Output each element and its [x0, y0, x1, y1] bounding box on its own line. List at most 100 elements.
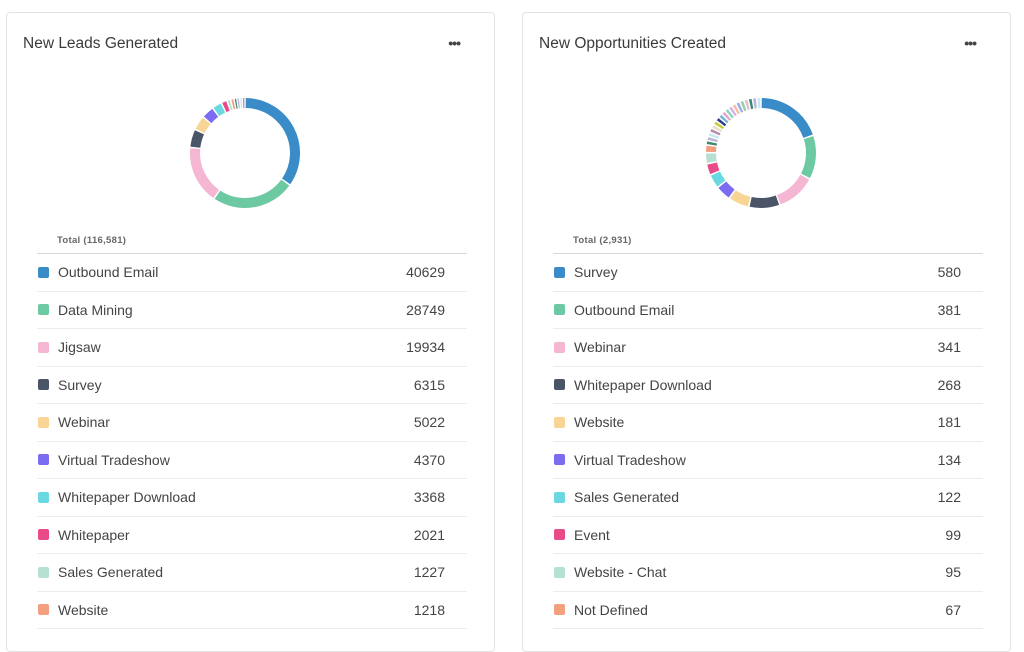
donut-segment-survey[interactable]: [762, 103, 808, 136]
donut-segment-other[interactable]: [721, 121, 723, 123]
donut-segment-jigsaw[interactable]: [195, 149, 216, 194]
color-swatch: [38, 567, 49, 578]
donut-segment-website-chat[interactable]: [711, 153, 712, 162]
item-label: Website: [574, 414, 624, 430]
donut-segment-survey[interactable]: [195, 132, 199, 147]
donut-segment-other[interactable]: [715, 131, 716, 133]
color-swatch: [554, 604, 565, 615]
list-item[interactable]: Website 1218: [37, 592, 467, 630]
list-item[interactable]: Event 99: [553, 517, 983, 555]
color-swatch: [38, 454, 49, 465]
item-label: Jigsaw: [58, 339, 101, 355]
list-item[interactable]: Not Defined 67: [553, 592, 983, 630]
color-swatch: [554, 342, 565, 353]
item-value: 341: [938, 339, 961, 355]
total-label: Total (116,581): [57, 235, 126, 246]
donut-segment-website[interactable]: [733, 194, 749, 201]
color-swatch: [38, 267, 49, 278]
donut-segment-whitepaper[interactable]: [224, 106, 228, 107]
donut-segment-other[interactable]: [739, 107, 741, 108]
donut-segment-other[interactable]: [735, 109, 737, 110]
list-item[interactable]: Survey 580: [553, 254, 983, 292]
item-value: 381: [938, 302, 961, 318]
more-options-icon[interactable]: •••: [448, 35, 460, 51]
donut-segment-other[interactable]: [726, 116, 728, 118]
list-item[interactable]: Whitepaper Download 268: [553, 367, 983, 405]
list-item[interactable]: Virtual Tradeshow 134: [553, 442, 983, 480]
item-label: Survey: [574, 264, 618, 280]
legend-list: Outbound Email 40629 Data Mining 28749 J…: [37, 253, 467, 629]
donut-segment-virtual-tradeshow[interactable]: [722, 185, 731, 194]
color-swatch: [554, 304, 565, 315]
item-value: 580: [938, 264, 961, 280]
donut-segment-other[interactable]: [723, 118, 725, 120]
list-item[interactable]: Whitepaper 2021: [37, 517, 467, 555]
legend-list: Survey 580 Outbound Email 381 Webinar 34…: [553, 253, 983, 629]
list-item[interactable]: Sales Generated 122: [553, 479, 983, 517]
item-label: Webinar: [58, 414, 110, 430]
donut-segment-event[interactable]: [712, 164, 715, 173]
item-label: Virtual Tradeshow: [58, 452, 170, 468]
donut-segment-other[interactable]: [746, 105, 748, 106]
donut-segment-other[interactable]: [742, 106, 744, 107]
item-label: Sales Generated: [58, 564, 163, 580]
list-item[interactable]: Website 181: [553, 404, 983, 442]
donut-segment-sales-generated[interactable]: [715, 174, 721, 184]
color-swatch: [38, 379, 49, 390]
color-swatch: [554, 379, 565, 390]
color-swatch: [554, 267, 565, 278]
list-item[interactable]: Sales Generated 1227: [37, 554, 467, 592]
item-value: 134: [938, 452, 961, 468]
item-label: Whitepaper: [58, 527, 130, 543]
donut-segment-other[interactable]: [729, 113, 731, 115]
item-label: Sales Generated: [574, 489, 679, 505]
color-swatch: [38, 492, 49, 503]
item-value: 40629: [406, 264, 445, 280]
donut-segment-other[interactable]: [719, 124, 720, 126]
color-swatch: [38, 604, 49, 615]
donut-segment-virtual-tradeshow[interactable]: [208, 113, 216, 120]
list-item[interactable]: Outbound Email 40629: [37, 254, 467, 292]
list-item[interactable]: Virtual Tradeshow 4370: [37, 442, 467, 480]
color-swatch: [554, 567, 565, 578]
total-label: Total (2,931): [573, 235, 632, 246]
donut-segment-sales-generated[interactable]: [229, 105, 231, 106]
color-swatch: [554, 492, 565, 503]
donut-segment-whitepaper-download[interactable]: [751, 200, 778, 203]
list-item[interactable]: Survey 6315: [37, 367, 467, 405]
donut-segment-whitepaper-download[interactable]: [216, 108, 223, 112]
donut-segment-other[interactable]: [712, 139, 713, 141]
donut-segment-other[interactable]: [717, 128, 718, 130]
list-item[interactable]: Whitepaper Download 3368: [37, 479, 467, 517]
list-item[interactable]: Outbound Email 381: [553, 292, 983, 330]
list-item[interactable]: Webinar 5022: [37, 404, 467, 442]
item-label: Outbound Email: [574, 302, 674, 318]
item-label: Virtual Tradeshow: [574, 452, 686, 468]
list-item[interactable]: Website - Chat 95: [553, 554, 983, 592]
item-value: 181: [938, 414, 961, 430]
panel-new-opportunities: New Opportunities Created ••• Total (2,9…: [522, 12, 1011, 652]
item-value: 6315: [414, 377, 445, 393]
list-item[interactable]: Jigsaw 19934: [37, 329, 467, 367]
donut-segment-outbound-email[interactable]: [246, 103, 295, 181]
list-item[interactable]: Webinar 341: [553, 329, 983, 367]
color-swatch: [38, 342, 49, 353]
color-swatch: [38, 529, 49, 540]
donut-segment-webinar[interactable]: [200, 121, 207, 131]
color-swatch: [38, 304, 49, 315]
donut-segment-webinar[interactable]: [779, 177, 805, 200]
item-label: Event: [574, 527, 610, 543]
panel-title: New Leads Generated: [23, 35, 178, 53]
more-options-icon[interactable]: •••: [964, 35, 976, 51]
item-label: Not Defined: [574, 602, 648, 618]
donut-segment-outbound-email[interactable]: [805, 138, 811, 176]
item-label: Outbound Email: [58, 264, 158, 280]
panel-new-leads: New Leads Generated ••• Total (116,581) …: [6, 12, 495, 652]
donut-segment-other[interactable]: [714, 135, 715, 137]
item-value: 95: [945, 564, 961, 580]
donut-segment-other[interactable]: [732, 111, 734, 112]
donut-segment-data-mining[interactable]: [217, 183, 285, 203]
item-value: 5022: [414, 414, 445, 430]
donut-chart: [701, 93, 821, 213]
list-item[interactable]: Data Mining 28749: [37, 292, 467, 330]
